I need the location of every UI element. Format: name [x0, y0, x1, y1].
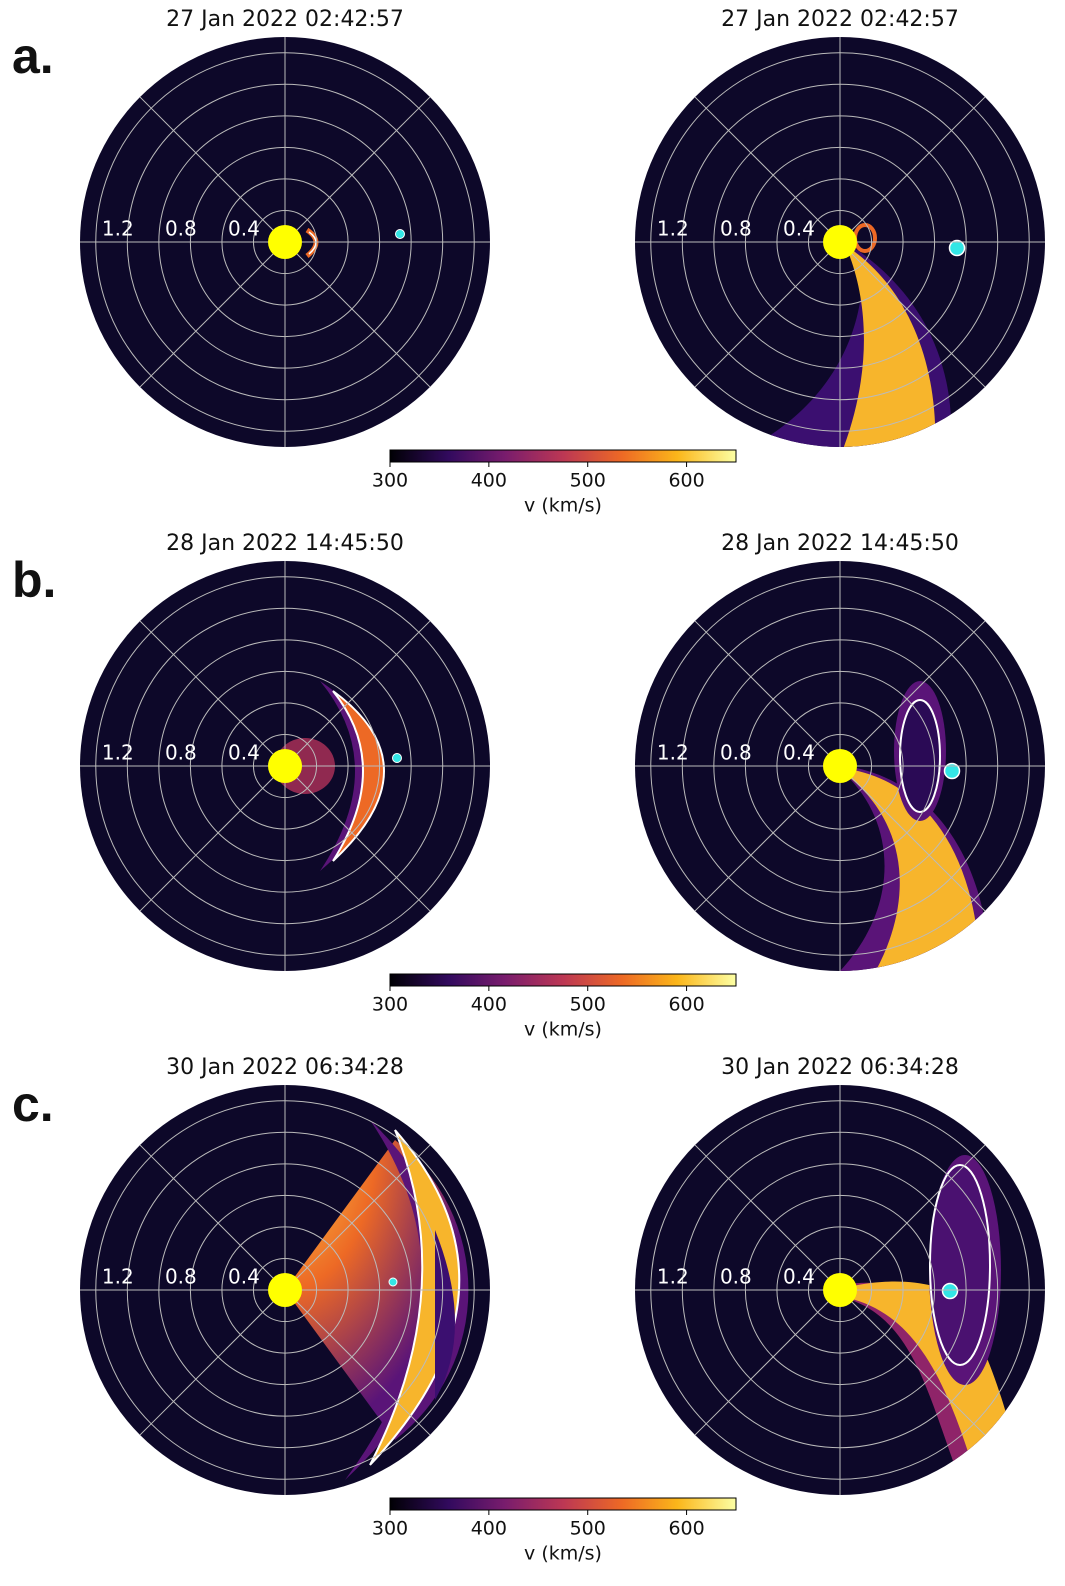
polar-plot: 0.4 0.8 1.2: [80, 1085, 490, 1495]
r-tick-label: 1.2: [657, 1265, 689, 1289]
spacecraft: [396, 230, 405, 239]
colorbar-tick-label: 500: [570, 1518, 606, 1540]
colorbar-tick-label: 400: [471, 1518, 507, 1540]
sun: [268, 1273, 302, 1307]
sun: [823, 749, 857, 783]
polar-plot: 0.4 0.8 1.2: [635, 561, 1045, 981]
colorbar-tick-label: 300: [372, 470, 408, 492]
r-tick-label: 1.2: [657, 217, 689, 241]
colorbar-tick-label: 300: [372, 1518, 408, 1540]
r-tick-label: 1.2: [102, 1265, 134, 1289]
plot-title: 27 Jan 2022 02:42:57: [166, 7, 404, 32]
r-tick-label: 0.8: [165, 741, 197, 765]
spacecraft: [950, 241, 965, 256]
polar-plot: 0.4 0.8 1.2: [80, 561, 490, 971]
sun: [823, 225, 857, 259]
sun: [268, 749, 302, 783]
colorbar-tick-label: 400: [471, 994, 507, 1016]
panel-label: c.: [12, 1076, 54, 1132]
plot-title: 28 Jan 2022 14:45:50: [721, 531, 959, 556]
colorbar: [390, 1498, 736, 1510]
colorbar: [390, 450, 736, 462]
colorbar-tick-label: 600: [668, 994, 704, 1016]
plot-title: 28 Jan 2022 14:45:50: [166, 531, 404, 556]
r-tick-label: 0.4: [228, 1265, 260, 1289]
r-tick-label: 1.2: [102, 741, 134, 765]
r-tick-label: 1.2: [657, 741, 689, 765]
sun: [268, 225, 302, 259]
r-tick-label: 0.8: [165, 1265, 197, 1289]
plot-title: 27 Jan 2022 02:42:57: [721, 7, 959, 32]
r-tick-label: 1.2: [102, 217, 134, 241]
panel-label: b.: [12, 552, 56, 608]
colorbar-tick-label: 300: [372, 994, 408, 1016]
colorbar-tick-label: 600: [668, 470, 704, 492]
r-tick-label: 0.4: [228, 741, 260, 765]
sun: [823, 1273, 857, 1307]
panel-label: a.: [12, 28, 54, 84]
spacecraft: [389, 1278, 397, 1286]
figure: a. 27 Jan 2022 02:42:57 0.4 0.8 1.2 27 Jan 20…: [0, 0, 1065, 1586]
r-tick-label: 0.4: [783, 1265, 815, 1289]
r-tick-label: 0.8: [720, 217, 752, 241]
plot-title: 30 Jan 2022 06:34:28: [166, 1055, 404, 1080]
r-tick-label: 0.4: [783, 217, 815, 241]
colorbar: [390, 974, 736, 986]
polar-plot: 0.4 0.8 1.2: [635, 1085, 1045, 1505]
colorbar-tick-label: 600: [668, 1518, 704, 1540]
r-tick-label: 0.4: [228, 217, 260, 241]
r-tick-label: 0.4: [783, 741, 815, 765]
r-tick-label: 0.8: [720, 741, 752, 765]
colorbar-tick-label: 400: [471, 470, 507, 492]
spacecraft: [393, 754, 402, 763]
colorbar-tick-label: 500: [570, 994, 606, 1016]
polar-plot: 0.4 0.8 1.2: [80, 37, 490, 447]
colorbar-tick-label: 500: [570, 470, 606, 492]
r-tick-label: 0.8: [165, 217, 197, 241]
colorbar-label: v (km/s): [524, 495, 602, 517]
colorbar-label: v (km/s): [524, 1019, 602, 1041]
spacecraft: [943, 1284, 958, 1299]
plot-title: 30 Jan 2022 06:34:28: [721, 1055, 959, 1080]
cme: [930, 1165, 990, 1365]
polar-plot: 0.4 0.8 1.2: [635, 37, 1045, 457]
r-tick-label: 0.8: [720, 1265, 752, 1289]
colorbar-label: v (km/s): [524, 1543, 602, 1565]
